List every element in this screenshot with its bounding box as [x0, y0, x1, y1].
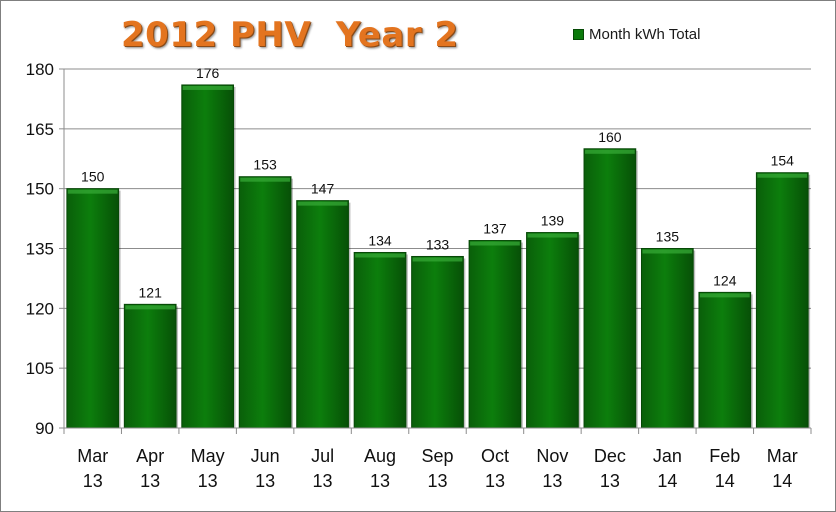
- data-label: 135: [656, 229, 680, 245]
- bar-body: [468, 240, 522, 429]
- bar-body: [296, 200, 349, 429]
- bar-top-highlight: [67, 189, 118, 194]
- data-label: 124: [713, 272, 737, 288]
- bar: [526, 232, 581, 429]
- bar-top-highlight: [470, 241, 520, 246]
- bar: [66, 188, 121, 429]
- bar: [468, 240, 523, 429]
- data-label: 133: [426, 236, 450, 252]
- bar: [238, 176, 293, 429]
- x-tick-label: 14: [772, 471, 792, 491]
- bar-body: [123, 303, 177, 429]
- bar-top-highlight: [527, 233, 578, 238]
- bar: [698, 291, 753, 429]
- y-tick-label: 180: [26, 60, 54, 79]
- x-tick-label: Feb: [709, 446, 740, 466]
- y-tick-label: 120: [26, 299, 54, 318]
- x-tick-label: Aug: [364, 446, 396, 466]
- bar-body: [353, 251, 407, 429]
- x-tick-label: May: [191, 446, 225, 466]
- x-tick-label: 13: [140, 471, 160, 491]
- bar-body: [66, 188, 120, 429]
- bar: [181, 84, 236, 429]
- labels: 90 105 120 135 150 165 180 150 Mar 13 121 Apr 13 176 M…: [26, 60, 798, 491]
- bar-body: [526, 232, 579, 429]
- x-tick-label: 13: [600, 471, 620, 491]
- x-tick-label: Nov: [536, 446, 568, 466]
- chart-title: 2012 PHV Year 2: [121, 15, 459, 55]
- bar-body: [181, 84, 235, 429]
- x-tick-label: 13: [198, 471, 218, 491]
- bar-top-highlight: [642, 249, 693, 254]
- data-label: 134: [368, 232, 392, 248]
- data-label: 176: [196, 65, 220, 81]
- bar-top-highlight: [757, 173, 808, 178]
- legend-label: Month kWh Total: [589, 26, 701, 43]
- x-tick-label: 13: [542, 471, 562, 491]
- data-label: 139: [541, 213, 565, 229]
- x-tick-label: Jul: [311, 446, 334, 466]
- x-tick-label: Jun: [251, 446, 280, 466]
- bar: [583, 148, 638, 429]
- x-tick-label: 13: [83, 471, 103, 491]
- x-tick-label: Dec: [594, 446, 626, 466]
- y-tick-label: 135: [26, 240, 54, 259]
- x-tick-label: Apr: [136, 446, 164, 466]
- bar-top-highlight: [585, 149, 635, 154]
- data-label: 160: [598, 129, 622, 145]
- x-tick-label: Sep: [421, 446, 453, 466]
- bar-body: [698, 291, 752, 429]
- bars: [66, 84, 811, 429]
- data-label: 153: [253, 157, 277, 173]
- x-tick-label: 13: [370, 471, 390, 491]
- y-tick-label: 165: [26, 120, 54, 139]
- y-tick-label: 90: [35, 419, 54, 438]
- bar-top-highlight: [182, 85, 233, 90]
- bar-body: [640, 248, 694, 429]
- axes: [59, 68, 812, 434]
- x-tick-label: 14: [657, 471, 677, 491]
- bar-top-highlight: [355, 253, 405, 258]
- x-tick-label: Mar: [77, 446, 108, 466]
- x-tick-label: 13: [255, 471, 275, 491]
- x-tick-label: 13: [313, 471, 333, 491]
- bar-top-highlight: [297, 201, 348, 206]
- data-label: 147: [311, 181, 335, 197]
- data-label: 150: [81, 169, 105, 185]
- data-label: 154: [771, 153, 795, 169]
- bar: [411, 255, 466, 429]
- y-tick-label: 150: [26, 180, 54, 199]
- x-tick-label: 14: [715, 471, 735, 491]
- bar-top-highlight: [699, 293, 750, 298]
- bar-top-highlight: [125, 305, 176, 310]
- bar-top-highlight: [412, 257, 463, 262]
- x-tick-label: 13: [485, 471, 505, 491]
- bar-body: [755, 172, 809, 429]
- data-label: 137: [483, 221, 507, 237]
- bar: [640, 248, 696, 429]
- bar: [123, 303, 179, 429]
- bar: [353, 251, 408, 429]
- x-tick-label: Mar: [767, 446, 798, 466]
- x-tick-label: Jan: [653, 446, 682, 466]
- x-tick-label: Oct: [481, 446, 509, 466]
- y-tick-label: 105: [26, 359, 54, 378]
- data-label: 121: [139, 284, 163, 300]
- bar-top-highlight: [240, 177, 290, 182]
- legend-swatch: [573, 29, 584, 40]
- bar-body: [411, 255, 464, 429]
- bar: [755, 172, 811, 429]
- bar: [296, 200, 351, 429]
- bar-body: [238, 176, 292, 429]
- x-tick-label: 13: [427, 471, 447, 491]
- legend: Month kWh Total: [573, 26, 700, 43]
- bar-body: [583, 148, 637, 429]
